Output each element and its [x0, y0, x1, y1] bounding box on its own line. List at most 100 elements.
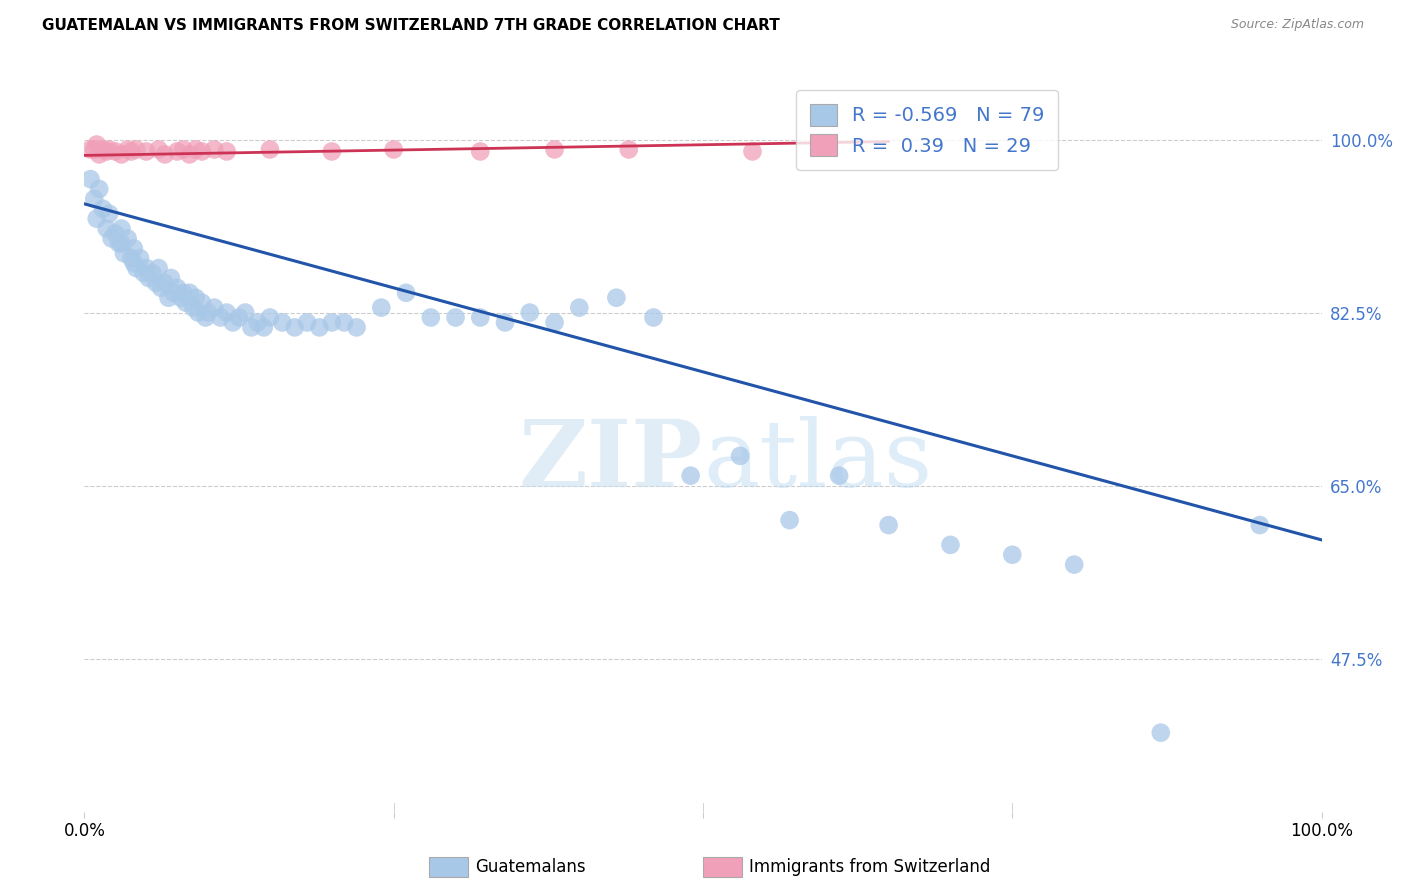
Point	[346, 320, 368, 334]
Point	[86, 137, 108, 152]
Point	[215, 145, 238, 159]
Point	[83, 192, 105, 206]
Point	[253, 320, 276, 334]
Text: atlas: atlas	[703, 416, 932, 506]
Point	[120, 251, 142, 265]
Point	[98, 207, 121, 221]
Point	[191, 295, 214, 310]
Point	[240, 320, 263, 334]
Text: GUATEMALAN VS IMMIGRANTS FROM SWITZERLAND 7TH GRADE CORRELATION CHART: GUATEMALAN VS IMMIGRANTS FROM SWITZERLAN…	[42, 18, 780, 33]
Text: Immigrants from Switzerland: Immigrants from Switzerland	[749, 858, 991, 876]
Point	[172, 285, 194, 300]
Point	[100, 231, 122, 245]
Point	[519, 305, 541, 319]
Point	[259, 310, 281, 325]
Point	[179, 147, 201, 161]
Point	[321, 315, 343, 329]
Point	[470, 145, 492, 159]
Point	[120, 145, 142, 159]
Point	[172, 143, 194, 157]
Text: Source: ZipAtlas.com: Source: ZipAtlas.com	[1230, 18, 1364, 31]
Point	[184, 291, 207, 305]
Point	[122, 241, 145, 255]
Point	[117, 231, 139, 245]
Point	[728, 449, 751, 463]
Point	[382, 143, 405, 157]
Point	[259, 143, 281, 157]
Point	[79, 143, 101, 157]
Point	[166, 281, 188, 295]
Legend: R = -0.569   N = 79, R =  0.39   N = 29: R = -0.569 N = 79, R = 0.39 N = 29	[796, 90, 1059, 169]
Point	[321, 145, 343, 159]
Point	[179, 285, 201, 300]
Point	[153, 276, 176, 290]
Point	[110, 147, 132, 161]
Point	[643, 310, 665, 325]
Point	[83, 143, 105, 157]
Point	[132, 266, 155, 280]
Point	[779, 513, 801, 527]
Point	[1249, 518, 1271, 533]
Point	[125, 261, 148, 276]
Point	[148, 143, 170, 157]
Point	[104, 145, 127, 159]
Point	[150, 281, 173, 295]
Point	[170, 291, 193, 305]
Point	[86, 211, 108, 226]
Point	[89, 147, 111, 161]
Point	[157, 291, 180, 305]
Point	[679, 468, 702, 483]
Point	[741, 145, 763, 159]
Point	[153, 147, 176, 161]
Point	[939, 538, 962, 552]
Point	[125, 143, 148, 157]
Point	[828, 468, 851, 483]
Point	[98, 143, 121, 157]
Point	[246, 315, 269, 329]
Point	[197, 305, 219, 319]
Point	[228, 310, 250, 325]
Point	[543, 143, 565, 157]
Point	[162, 285, 184, 300]
Point	[202, 143, 225, 157]
Point	[295, 315, 318, 329]
Point	[135, 261, 157, 276]
Point	[419, 310, 441, 325]
Point	[568, 301, 591, 315]
Point	[271, 315, 294, 329]
Point	[617, 143, 640, 157]
Point	[1001, 548, 1024, 562]
Point	[96, 221, 118, 235]
Point	[184, 143, 207, 157]
Point	[79, 172, 101, 186]
Point	[110, 221, 132, 235]
Point	[1150, 725, 1173, 739]
Point	[1063, 558, 1085, 572]
Point	[174, 295, 197, 310]
Text: Guatemalans: Guatemalans	[475, 858, 586, 876]
Point	[395, 285, 418, 300]
Point	[215, 305, 238, 319]
Point	[605, 291, 627, 305]
Point	[91, 143, 114, 157]
Point	[181, 301, 204, 315]
Point	[160, 271, 183, 285]
Point	[370, 301, 392, 315]
Point	[104, 227, 127, 241]
Point	[117, 143, 139, 157]
Point	[141, 266, 163, 280]
Text: ZIP: ZIP	[519, 416, 703, 506]
Point	[187, 305, 209, 319]
Point	[194, 310, 217, 325]
Point	[202, 301, 225, 315]
Point	[494, 315, 516, 329]
Point	[470, 310, 492, 325]
Point	[138, 271, 160, 285]
Point	[191, 145, 214, 159]
Point	[135, 145, 157, 159]
Point	[108, 236, 131, 251]
Point	[308, 320, 330, 334]
Point	[145, 276, 167, 290]
Point	[543, 315, 565, 329]
Point	[166, 145, 188, 159]
